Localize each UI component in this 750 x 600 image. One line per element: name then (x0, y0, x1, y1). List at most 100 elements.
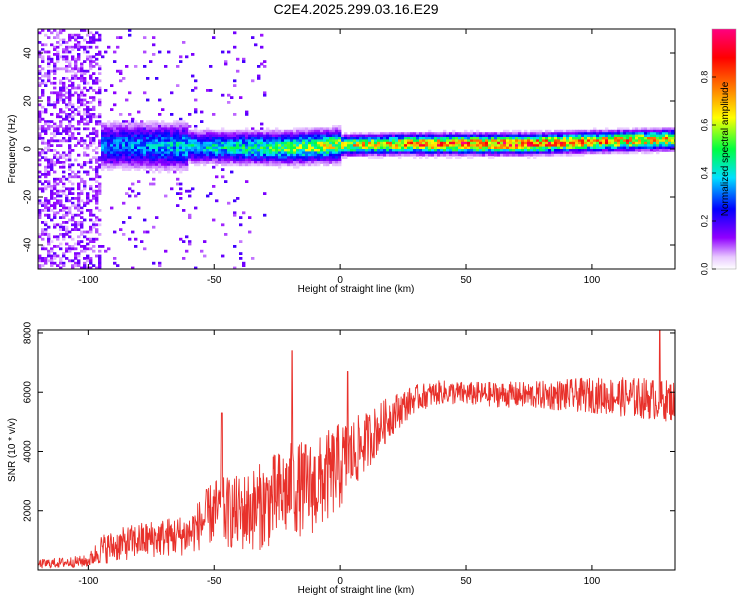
spectrogram-cell (50, 81, 54, 85)
spectrogram-cell (440, 144, 444, 147)
spectrogram-cell (269, 129, 273, 133)
spectrogram-cell (164, 153, 168, 157)
spectrogram-cell (50, 144, 54, 147)
spectrogram-cell (179, 192, 183, 195)
spectrogram-cell (101, 132, 105, 135)
spectrogram-cell (65, 230, 69, 234)
spectrogram-cell (146, 161, 150, 164)
spectrogram-cell (56, 96, 60, 99)
spectrogram-cell (551, 139, 555, 143)
spectrogram-cell (575, 151, 579, 155)
spectrogram-cell (479, 153, 483, 157)
spectrogram-cell (107, 141, 111, 145)
spectrogram-cell (122, 139, 126, 143)
spectrogram-cell (170, 134, 174, 138)
spectrogram-cell (74, 127, 78, 131)
spectrogram-cell (623, 134, 627, 138)
spectrogram-cell (467, 151, 471, 155)
spectrogram-cell (506, 132, 510, 135)
spectrogram-cell (74, 264, 78, 267)
spectrogram-cell (557, 134, 561, 138)
spectrogram-cell (293, 141, 297, 145)
spectrogram-cell (332, 163, 336, 167)
spectrogram-cell (245, 113, 249, 116)
spectrogram-cell (185, 129, 189, 133)
spectrogram-cell (224, 144, 228, 147)
spectrogram-cell (230, 144, 234, 147)
spectrogram-cell (104, 144, 108, 147)
spectrogram-cell (239, 132, 243, 135)
spectrogram-cell (317, 144, 321, 147)
spectrogram-cell (668, 141, 672, 145)
spectrogram-cell (500, 141, 504, 145)
spectrogram-cell (356, 149, 360, 152)
spectrogram-cell (650, 127, 654, 131)
spectrogram-cell (149, 141, 153, 145)
spectrogram-cell (518, 144, 522, 147)
spectrogram-cell (221, 93, 225, 97)
spectrogram-cell (452, 153, 456, 157)
spectrogram-cell (560, 144, 564, 147)
spectrogram-cell (533, 141, 537, 145)
spectrogram-cell (164, 158, 168, 162)
spectrogram-cell (299, 146, 303, 150)
spectrogram-cell (419, 141, 423, 145)
spectrogram-cell (320, 137, 324, 140)
spectrogram-cell (236, 137, 240, 140)
spectrogram-cell (530, 149, 534, 152)
spectrogram-cell (137, 161, 141, 164)
spectrogram-cell (644, 139, 648, 143)
spectrogram-cell (179, 60, 183, 63)
spectrogram-cell (98, 233, 102, 236)
spectrogram-cell (329, 144, 333, 147)
spectrogram-x-label: Height of straight line (km) (298, 284, 415, 295)
spectrogram-cell (380, 141, 384, 145)
spectrogram-cell (98, 139, 102, 143)
spectrogram-cell (536, 129, 540, 133)
spectrogram-cell (107, 151, 111, 155)
spectrogram-cell (494, 153, 498, 157)
spectrogram-cell (341, 141, 345, 145)
spectrogram-cell (599, 137, 603, 140)
spectrogram-cell (80, 89, 84, 92)
spectrogram-cell (293, 134, 297, 138)
spectrogram-cell (80, 240, 84, 243)
spectrogram-cell (326, 129, 330, 133)
spectrogram-cell (317, 149, 321, 152)
spectrogram-cell (98, 122, 102, 126)
spectrogram-cell (242, 139, 246, 143)
spectrogram-cell (221, 144, 225, 147)
spectrogram-cell (332, 141, 336, 145)
spectrogram-cell (119, 165, 123, 169)
spectrogram-cell (620, 144, 624, 147)
spectrogram-cell (233, 163, 237, 167)
spectrogram-cell (44, 261, 48, 265)
spectrogram-cell (101, 55, 105, 59)
spectrogram-cell (80, 117, 84, 121)
spectrogram-cell (134, 237, 138, 241)
spectrogram-cell (194, 156, 198, 159)
spectrogram-cell (347, 137, 351, 140)
spectrogram-cell (131, 125, 135, 128)
spectrogram-cell (182, 153, 186, 157)
spectrogram-cell (227, 141, 231, 145)
spectrogram-cell (296, 149, 300, 152)
spectrogram-cell (194, 149, 198, 152)
spectrogram-cell (344, 156, 348, 159)
spectrogram-cell (293, 146, 297, 150)
spectrogram-cell (299, 127, 303, 131)
spectrogram-cell (308, 153, 312, 157)
spectrogram-cell (50, 259, 54, 263)
spectrogram-cell (509, 132, 513, 135)
spectrogram-cell (50, 204, 54, 207)
spectrogram-cell (191, 156, 195, 159)
spectrogram-cell (167, 163, 171, 167)
spectrogram-cell (638, 137, 642, 140)
spectrogram-cell (566, 153, 570, 157)
spectrogram-cell (185, 149, 189, 152)
spectrogram-cell (581, 137, 585, 140)
spectrogram-cell (611, 132, 615, 135)
spectrogram-cell (95, 31, 99, 35)
spectrogram-cell (80, 206, 84, 210)
spectrogram-cell (509, 149, 513, 152)
